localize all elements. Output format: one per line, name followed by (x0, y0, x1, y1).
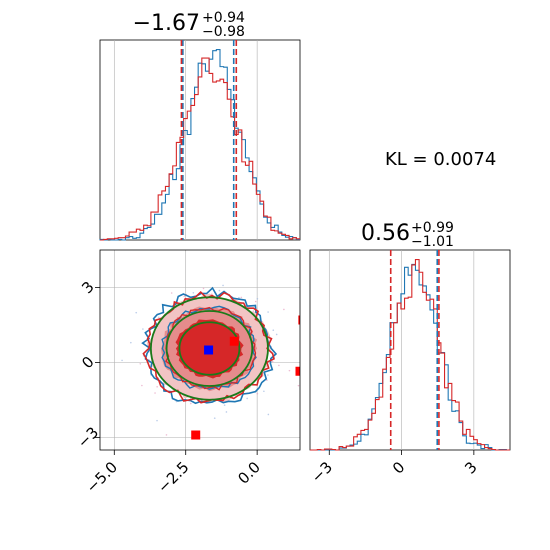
scatter-point (266, 379, 268, 381)
red-marker (229, 336, 239, 346)
scatter-point (238, 296, 240, 299)
scatter-point (267, 374, 269, 376)
param2-title-sup: +0.99 (411, 220, 454, 236)
scatter-point (141, 384, 143, 387)
scatter-point (283, 308, 285, 311)
scatter-point (158, 316, 160, 319)
y-tick-label: −3 (74, 423, 102, 451)
red-marker (295, 366, 300, 376)
scatter-point (272, 329, 275, 331)
param2-title: 0.56 (361, 221, 410, 246)
scatter-point (142, 328, 144, 330)
param1-title-sub: −0.98 (202, 24, 245, 40)
scatter-point (223, 404, 226, 406)
param1-title: −1.67 (133, 11, 200, 36)
scatter-point (225, 411, 228, 413)
scatter-point (271, 360, 274, 363)
scatter-point (170, 292, 173, 294)
panel-frame (99, 39, 301, 241)
x-tick-label: 0.0 (234, 458, 264, 488)
red-marker (298, 315, 300, 325)
scatter-point (135, 311, 138, 314)
histogram-panel-param1: −1.67 +0.94 −0.98 (99, 10, 301, 241)
y-tick-label: 0 (78, 353, 97, 372)
scatter-point (189, 402, 192, 405)
scatter-point (256, 392, 259, 395)
histogram-blue (99, 48, 300, 241)
kl-label: KL = 0.0074 (385, 149, 496, 170)
contour-green-inner (178, 321, 241, 376)
scatter-point (165, 434, 168, 436)
panel-frame (99, 249, 301, 451)
panel-frame (309, 249, 511, 451)
histogram-red (100, 57, 300, 241)
scatter-point (202, 287, 205, 290)
scatter-point (240, 296, 243, 299)
scatter-point (139, 362, 142, 365)
scatter-point (297, 384, 300, 387)
scatter-point (254, 300, 257, 303)
scatter-point (130, 341, 132, 344)
x-tick-label: −2.5 (154, 458, 192, 496)
scatter-point (154, 392, 156, 394)
scatter-point (267, 413, 270, 416)
histogram-panel-param2: −3 0 3 0.56 +0.99 −1.01 (308, 220, 511, 486)
red-marker (191, 430, 201, 440)
x-tick-label: −5.0 (83, 458, 121, 496)
scatter-point (252, 310, 255, 313)
scatter-point (278, 364, 280, 367)
x-tick-label: 0 (389, 458, 408, 477)
blue-marker (204, 345, 214, 355)
scatter-point (256, 298, 259, 300)
scatter-point (288, 369, 291, 372)
scatter-point (156, 386, 158, 388)
scatter-point (218, 289, 221, 292)
y-tick-label: 3 (78, 278, 97, 297)
scatter-point (267, 311, 269, 313)
x-tick-label: 3 (461, 458, 480, 477)
scatter-point (263, 390, 265, 393)
x-tick-label: −3 (308, 458, 336, 486)
param1-title-sup: +0.94 (202, 10, 245, 26)
contour-red-outer (142, 290, 275, 404)
joint-contour-panel: −5.0 −2.5 0.0 −3 0 3 (74, 249, 301, 497)
scatter-point (275, 333, 278, 336)
scatter-point (192, 292, 195, 294)
scatter-point (183, 295, 186, 298)
histogram-red (310, 258, 510, 451)
scatter-point (246, 397, 248, 400)
histogram-blue (310, 263, 510, 451)
scatter-point (222, 284, 224, 287)
contour-green-outer (149, 296, 269, 401)
scatter-point (156, 419, 158, 422)
scatter-point (121, 359, 123, 362)
contour-green-mid (165, 310, 254, 387)
scatter-point (213, 417, 216, 419)
param2-title-sub: −1.01 (411, 234, 454, 250)
